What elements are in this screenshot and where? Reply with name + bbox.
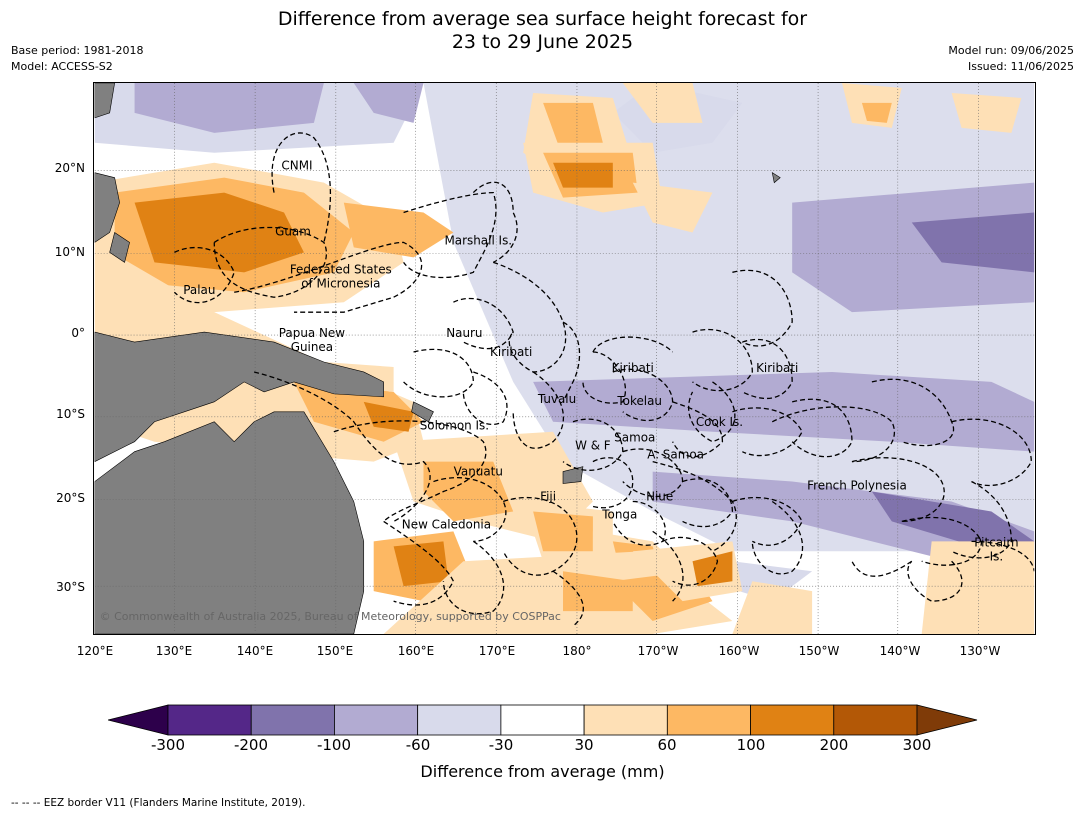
y-tick: 20°S <box>56 491 85 505</box>
colorbar-segment <box>750 704 835 736</box>
label-wallis-futuna: W & F <box>575 439 611 453</box>
label-kiribati-east: Kiribati <box>756 361 798 375</box>
x-tick: 150°W <box>798 644 840 658</box>
title-line-1: Difference from average sea surface heig… <box>277 8 808 30</box>
label-cnmi: CNMI <box>281 159 312 173</box>
meta-right: Model run: 09/06/2025 Issued: 11/06/2025 <box>948 43 1074 75</box>
label-french-polynesia: French Polynesia <box>807 479 907 493</box>
label-guam: Guam <box>275 224 311 238</box>
landmasses <box>94 83 781 634</box>
colorbar-label: Difference from average (mm) <box>420 762 665 781</box>
colorbar-segment <box>583 704 668 736</box>
new-guinea-shape <box>94 331 384 462</box>
colorbar-tick: 200 <box>819 736 849 754</box>
graticule <box>94 83 1035 634</box>
colorbar-segment <box>250 704 335 736</box>
x-tick: 140°E <box>236 644 274 658</box>
label-kiribati-west: Kiribati <box>490 345 532 359</box>
x-tick: 130°W <box>959 644 1001 658</box>
y-tick: 10°S <box>56 407 85 421</box>
label-cook-islands: Cook Is. <box>696 415 743 429</box>
y-tick: 30°S <box>56 580 85 594</box>
colorbar-tick: -300 <box>150 736 186 754</box>
label-png-line1: Papua New <box>279 326 346 340</box>
colorbar-tick: -100 <box>316 736 352 754</box>
chart-title: Difference from average sea surface heig… <box>0 8 1085 54</box>
colorbar-segment <box>666 704 751 736</box>
y-tick: 20°N <box>54 161 85 175</box>
label-fiji: Fiji <box>540 489 556 503</box>
australia-shape <box>94 411 365 634</box>
colorbar-tick: -60 <box>405 736 431 754</box>
x-tick: 160°E <box>397 644 435 658</box>
y-tick: 10°N <box>54 245 85 259</box>
label-kiribati-central: Kiribati <box>612 361 654 375</box>
label-nauru: Nauru <box>446 326 482 340</box>
y-tick: 0° <box>71 326 85 340</box>
x-tick: 130°E <box>155 644 193 658</box>
x-tick: 150°E <box>316 644 354 658</box>
colorbar-low-extension <box>108 704 169 736</box>
x-tick: 170°W <box>637 644 679 658</box>
place-labels: CNMI Guam Marshall Is. Federated States … <box>183 159 1018 564</box>
copyright-notice: © Commonwealth of Australia 2025, Bureau… <box>100 610 561 623</box>
colorbar-segment <box>833 704 918 736</box>
colorbar-segment <box>500 704 585 736</box>
label-fsm-line2: of Micronesia <box>301 276 380 290</box>
label-palau: Palau <box>183 283 215 297</box>
issued-date: Issued: 11/06/2025 <box>967 60 1074 73</box>
base-period: Base period: 1981-2018 <box>11 44 144 57</box>
model-run: Model run: 09/06/2025 <box>948 44 1074 57</box>
label-samoa: Samoa <box>614 431 655 445</box>
eez-borders <box>173 132 1035 627</box>
eez-footnote: -- -- -- EEZ border V11 (Flanders Marine… <box>11 797 306 809</box>
label-tuvalu: Tuvalu <box>537 392 576 406</box>
colorbar-segment <box>167 704 252 736</box>
colorbar-high-extension <box>916 704 978 736</box>
label-marshall-islands: Marshall Is. <box>445 233 513 247</box>
label-pitcairn-line2: Is. <box>990 549 1004 563</box>
label-niue: Niue <box>646 489 673 503</box>
label-tonga: Tonga <box>601 507 637 521</box>
label-fsm-line1: Federated States <box>290 262 392 276</box>
label-solomon-islands: Solomon Is. <box>420 419 489 433</box>
colorbar-tick: 60 <box>657 736 677 754</box>
colorbar-segment <box>417 704 502 736</box>
label-png-line2: Guinea <box>291 340 333 354</box>
title-line-2: 23 to 29 June 2025 <box>451 31 634 53</box>
label-pitcairn-line1: Pitcairn <box>974 535 1018 549</box>
label-tokelau: Tokelau <box>616 394 662 408</box>
colorbar-tick: -200 <box>233 736 269 754</box>
model-name: Model: ACCESS-S2 <box>11 60 113 73</box>
x-tick: 120°E <box>76 644 114 658</box>
colorbar <box>108 704 978 736</box>
label-new-caledonia: New Caledonia <box>402 517 491 531</box>
colorbar-tick: -30 <box>488 736 514 754</box>
x-tick: 170°E <box>478 644 516 658</box>
meta-left: Base period: 1981-2018 Model: ACCESS-S2 <box>11 43 143 75</box>
colorbar-tick: 30 <box>574 736 594 754</box>
map-panel: CNMI Guam Marshall Is. Federated States … <box>93 82 1036 635</box>
colorbar-tick: 100 <box>736 736 766 754</box>
label-american-samoa: A. Samoa <box>647 448 704 462</box>
colorbar-tick: 300 <box>902 736 932 754</box>
x-tick: 160°W <box>718 644 760 658</box>
colorbar-segment <box>334 704 419 736</box>
colorbar-segments <box>167 704 918 736</box>
x-tick: 180° <box>562 644 592 658</box>
label-vanuatu: Vanuatu <box>454 465 503 479</box>
x-tick: 140°W <box>879 644 921 658</box>
